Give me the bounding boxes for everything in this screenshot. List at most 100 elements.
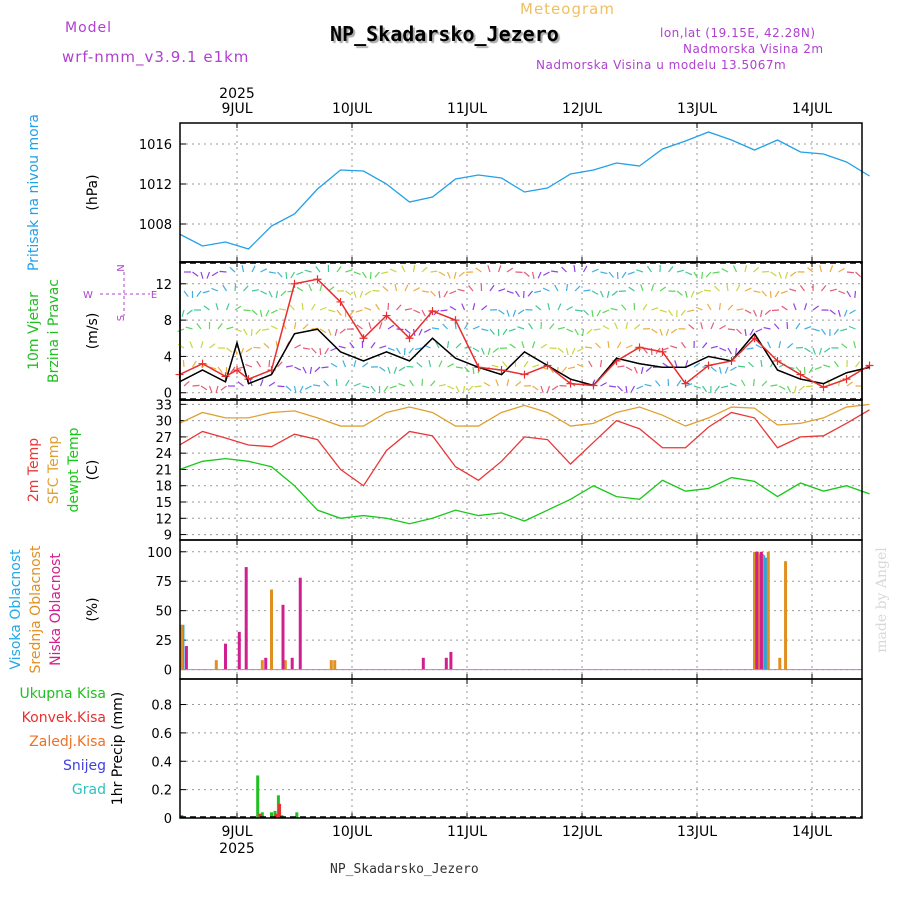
wind-arrow [576,363,584,368]
bar-mark [274,813,278,818]
wind-arrow [696,290,703,296]
wind-arrow [636,385,644,390]
wind-arrow [799,284,805,292]
wind-arrow [636,269,644,273]
wind-arrow [294,344,302,349]
wind-arrow [595,342,601,349]
wind-arrow [670,328,678,334]
series-line [179,457,870,525]
wind-arrow [855,361,861,368]
wind-arrow [497,265,502,273]
wind-arrow [659,286,667,292]
wind-arrow [616,341,622,349]
wind-arrow [440,309,448,312]
bar-mark [260,812,264,818]
wind-arrow [659,328,663,336]
bar-mark [214,660,218,670]
wind-arrow [344,379,350,387]
wind-arrow [462,385,466,394]
wind-arrow [203,305,210,311]
y-tick-label: 12 [155,512,172,527]
wind-arrow [703,289,712,292]
wind-arrow [279,308,287,311]
top-day-label: 10JUL [332,101,372,117]
wind-arrow [253,346,261,349]
wind-arrow [483,381,491,387]
wind-arrow [428,360,432,368]
wind-arrow [599,290,604,298]
wind-arrow [260,268,268,273]
wind-arrow [310,303,316,311]
wind-arrow [602,309,610,314]
bar-mark [333,660,337,670]
wind-arrow [593,328,601,331]
wind-arrow [789,271,797,277]
wind-arrow [430,380,436,387]
wind-arrow [230,366,236,373]
wind-arrow [640,366,644,374]
wind-arrow [674,360,678,368]
legend-label: Snijeg [63,758,106,774]
wind-arrow [226,347,233,353]
wind-arrow [379,366,386,372]
wind-arrow [627,271,635,275]
wind-arrow [196,323,202,330]
bar-mark [283,660,287,670]
wind-arrow [382,285,389,292]
bottom-day-label: 10JUL [332,824,372,840]
bar-mark [778,657,782,670]
wind-arrow [521,341,525,349]
wind-arrow [849,309,856,315]
wind-arrow [381,271,389,275]
wind-arrow [225,303,230,311]
wind-arrow [532,385,539,391]
wind-arrow [457,288,465,292]
wind-arrow [676,269,684,273]
side-label: 10m Vjetar [26,292,42,370]
wind-arrow [315,266,321,273]
wind-arrow [838,290,846,295]
wind-arrow [234,328,242,333]
wind-arrow [455,385,460,393]
wind-arrow [591,309,594,318]
panel-1 [175,261,874,401]
wind-arrow [621,304,627,311]
wind-arrow [502,328,508,336]
wind-arrow [182,359,185,368]
side-label: Visoka Oblacnost [8,549,24,670]
y-tick-label: 33 [155,398,172,413]
wind-arrow [443,290,449,298]
series-line [179,131,870,250]
wind-arrow [668,266,674,273]
wind-arrow [480,347,485,355]
wind-arrow [763,326,771,330]
wind-arrow [240,347,245,355]
wind-arrow [528,322,533,330]
wind-arrow [387,324,395,330]
wind-arrow [829,265,834,273]
wind-arrow [512,309,517,317]
bar-mark [298,577,302,670]
wind-arrow [586,328,593,335]
wind-arrow [574,328,579,336]
wind-arrow [495,379,500,387]
wind-arrow [676,379,682,387]
wind-arrow [740,379,746,387]
wind-arrow [633,366,638,374]
bar-mark [764,557,768,670]
wind-arrow [547,303,551,311]
wind-arrow [209,343,216,349]
wind-arrow [517,326,525,330]
wind-arrow [506,290,514,294]
panel-frame [179,678,863,819]
wind-arrow [200,271,204,279]
wind-arrow [268,290,273,298]
wind-arrow [319,306,327,311]
side-label: dewpt Temp [66,427,82,512]
wind-arrow [449,305,457,311]
wind-arrow [710,366,717,372]
wind-arrow [472,303,476,311]
bar-mark [784,561,788,670]
wind-arrow [804,347,811,353]
